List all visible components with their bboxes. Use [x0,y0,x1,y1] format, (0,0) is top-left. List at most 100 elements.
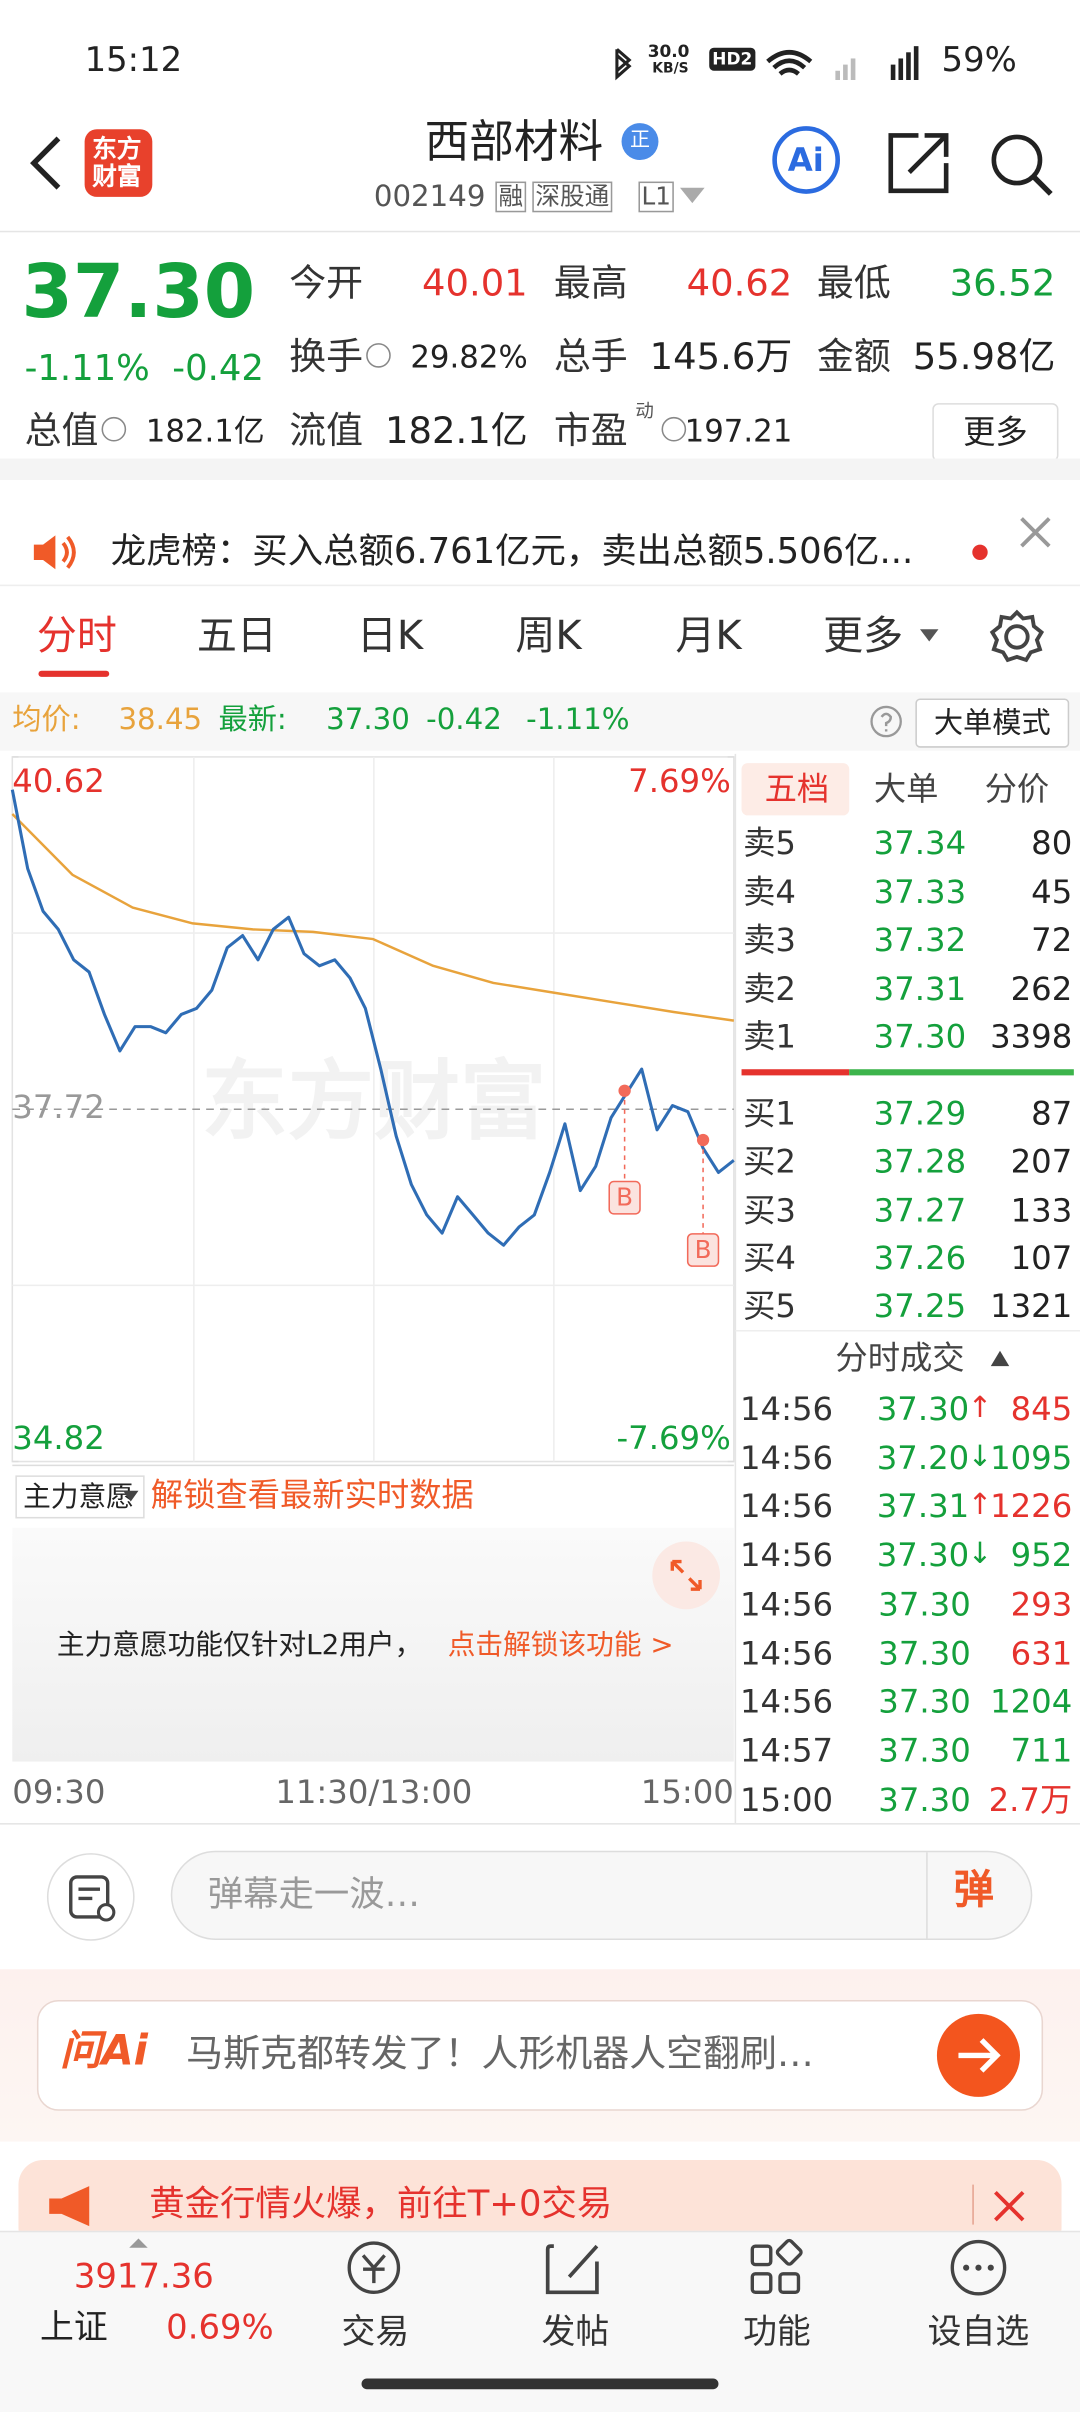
ratio-bar-ask [741,1069,850,1076]
notice-text[interactable]: 龙虎榜：买入总额6.761亿元，卖出总额5.506亿... [110,532,914,573]
trade-time: 14:56 [739,1439,834,1477]
nav-item[interactable]: 功能 [743,2313,811,2353]
status-time: 15:12 [84,41,183,80]
field-label: 换手 [289,335,364,379]
trade-volume: 952 [1010,1537,1073,1574]
marker-box [608,1180,641,1215]
share-button[interactable] [888,132,950,194]
barrage-button[interactable]: 弹 [953,1867,994,1914]
tab[interactable]: 周K [515,613,582,660]
dropdown[interactable] [679,187,705,204]
nav-icons [347,2238,1007,2296]
locked-link[interactable]: 点击解锁该功能 > [447,1629,674,1662]
book-volume: 87 [1031,1095,1073,1133]
ratio-bar-bid [849,1069,1074,1076]
book-tab[interactable]: 分价 [984,770,1050,808]
index-value[interactable]: 3917.36 [73,2258,214,2297]
trade-volume: 1204 [990,1683,1073,1721]
main-intent-tag[interactable]: 主力意愿 [15,1475,145,1519]
more-button[interactable]: 更多 [932,403,1059,462]
comment-input[interactable] [170,1850,1033,1940]
trade-direction: ↑ [967,1488,993,1523]
stock-code: 002149 [373,179,486,214]
book-label: 卖1 [743,1018,796,1056]
marker-label: B [695,1235,712,1264]
book-tab[interactable]: 大单 [873,770,939,808]
trade-direction: ↓ [967,1439,993,1474]
trade-time: 14:57 [739,1732,834,1770]
caret [129,2238,148,2248]
book-label: 买1 [743,1095,796,1133]
dropdown[interactable] [919,629,942,644]
big-order-button[interactable]: 大单模式 [915,698,1070,748]
trade-volume: 845 [1010,1390,1073,1428]
book-price: 37.27 [873,1191,967,1229]
logo-text: 财富 [92,161,142,191]
back-button[interactable] [25,135,71,190]
nav-item[interactable]: 发帖 [541,2313,610,2353]
change: -0.42 [172,349,264,390]
badge: 正 [621,123,659,160]
book-price: 37.29 [873,1095,967,1133]
book-tab[interactable]: 五档 [764,770,830,808]
index-change[interactable]: 0.69% [166,2309,274,2348]
book-price: 37.28 [873,1143,967,1181]
book-volume: 107 [1010,1239,1073,1277]
nav-item[interactable]: 交易 [341,2313,410,2353]
settings-button[interactable] [989,609,1045,664]
net-speed-unit: KB/S [652,61,689,77]
x-tick-label: 15:00 [641,1773,734,1811]
help-icon[interactable] [869,705,903,739]
close-button[interactable] [1020,517,1051,548]
trade-direction: ↓ [967,1537,993,1571]
tag: L1 [638,181,674,213]
field-value: 29.82% [410,338,528,376]
trade-volume: 1095 [990,1439,1073,1477]
search-button[interactable] [989,132,1054,197]
barrage-settings[interactable] [46,1852,135,1941]
trade-price: 37.30 [876,1390,970,1428]
book-label: 买3 [743,1191,796,1229]
expand-button[interactable] [652,1541,720,1610]
logo-text: 东方 [92,133,142,164]
trade-price: 37.30 [876,1537,970,1574]
tag: 融 [495,181,527,213]
sort-caret [990,1350,1010,1367]
ai-input[interactable] [36,1999,1044,2111]
info-icon[interactable] [101,416,127,442]
trade-price: 37.30 [878,1780,971,1818]
trade-volume: 293 [1010,1585,1073,1623]
book-price: 37.34 [873,824,967,862]
unread-dot [972,544,988,560]
book-label: 卖5 [743,824,796,862]
field-label: 流值 [289,409,364,453]
trade-marker [618,1084,631,1097]
ai-send[interactable] [936,2013,1020,2097]
field-value: 197.21 [684,412,793,450]
field-value: 55.98亿 [912,335,1056,379]
tab[interactable]: 日K [356,613,424,660]
x-tick-label: 11:30/13:00 [275,1773,472,1811]
index-name[interactable]: 上证 [39,2309,108,2348]
y2-tick-label: -7.69% [617,1419,731,1457]
banner-text: 黄金行情火爆，前往T+0交易 [149,2184,613,2225]
tab-highlight [741,763,850,816]
info-icon[interactable] [366,343,391,368]
tab[interactable]: 更多 [823,613,904,660]
tab[interactable]: 五日 [196,613,277,660]
trade-volume: 1226 [990,1488,1073,1526]
tab[interactable]: 分时 [36,613,117,660]
tag: 深股通 [532,181,613,213]
close-button[interactable] [994,2190,1025,2222]
info-icon[interactable] [661,416,687,442]
nav-item[interactable]: 设自选 [927,2313,1030,2353]
divider [0,1823,1080,1825]
ai-button[interactable]: Ai [772,126,840,194]
tab[interactable]: 月K [675,613,742,660]
trade-price: 37.30 [878,1732,971,1770]
field-value: 145.6万 [649,335,793,379]
unlock-link[interactable]: 解锁查看最新实时数据 [150,1476,474,1514]
trade-volume: 631 [1010,1634,1073,1672]
trade-time: 14:56 [739,1537,834,1574]
marker-label: B [616,1182,633,1211]
